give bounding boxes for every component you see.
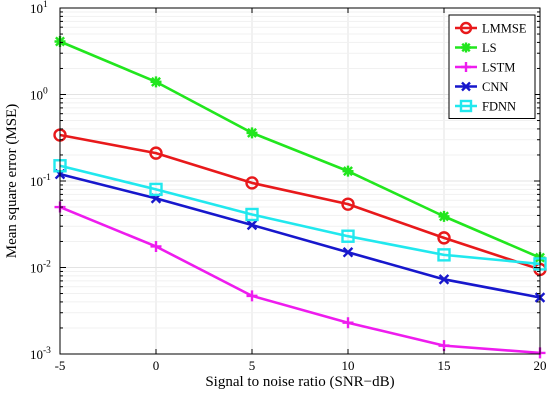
- x-tick-label: 20: [534, 358, 547, 373]
- legend-label-fdnn: FDNN: [482, 100, 516, 114]
- series-line-cnn: [59, 172, 541, 299]
- x-tick-label: 10: [342, 358, 355, 373]
- x-axis-title: Signal to noise ratio (SNR−dB): [205, 374, 394, 390]
- legend-item-cnn: CNN: [455, 80, 508, 94]
- fdnn-marker: [341, 229, 355, 243]
- lmmse-marker: [437, 231, 451, 245]
- legend-cnn-marker: [461, 81, 471, 92]
- legend-item-lstm: LSTM: [455, 61, 515, 75]
- legend-ls-marker: [461, 42, 471, 53]
- x-tick-label: 0: [153, 358, 160, 373]
- legend-fdnn-marker: [459, 99, 473, 113]
- y-tick-label: 10-3: [30, 346, 51, 362]
- legend-label-ls: LS: [482, 41, 497, 55]
- lmmse-marker: [341, 197, 355, 211]
- x-tick-label: 5: [249, 358, 256, 373]
- series-lstm: [54, 201, 546, 359]
- lmmse-marker: [245, 176, 259, 190]
- legend-lstm-marker: [461, 62, 471, 72]
- x-tick-label: -5: [55, 358, 66, 373]
- legend-lmmse-marker: [459, 21, 473, 35]
- y-tick-label: 100: [30, 87, 48, 103]
- cnn-marker: [342, 247, 354, 258]
- y-tick-label: 101: [30, 0, 48, 16]
- ls-marker: [342, 165, 354, 177]
- y-axis-title: Mean square error (MSE): [4, 104, 20, 259]
- axis-ticks: -5 0 5 10 15 20 10-3 10-2 10-1 100 101: [30, 0, 547, 373]
- series-line-lstm: [59, 205, 541, 355]
- y-tick-label: 10-2: [30, 260, 51, 276]
- ls-marker: [246, 127, 258, 139]
- fdnn-marker: [437, 248, 451, 262]
- legend-label-lstm: LSTM: [482, 61, 515, 75]
- legend-item-ls: LS: [455, 41, 497, 55]
- fdnn-marker: [149, 182, 163, 197]
- legend-item-fdnn: FDNN: [455, 100, 516, 114]
- cnn-marker: [438, 274, 450, 285]
- series-line-ls: [59, 40, 541, 259]
- cnn-marker: [246, 219, 258, 231]
- fdnn-marker: [245, 207, 259, 222]
- lstm-marker: [246, 290, 258, 302]
- legend-label-cnn: CNN: [482, 80, 508, 94]
- series-line-fdnn: [59, 164, 541, 266]
- y-tick-label: 10-1: [30, 173, 51, 189]
- series-line-lmmse: [59, 133, 541, 271]
- legend: LMMSE LS LSTM CNN FDNN: [448, 14, 536, 119]
- legend-item-lmmse: LMMSE: [455, 22, 527, 36]
- legend-label-lmmse: LMMSE: [482, 22, 527, 36]
- series-layer: [53, 35, 547, 359]
- ls-marker: [150, 76, 162, 88]
- lmmse-marker: [149, 146, 163, 160]
- lstm-marker: [342, 317, 354, 329]
- x-tick-label: 15: [438, 358, 451, 373]
- series-cnn: [54, 168, 546, 303]
- lstm-marker: [150, 240, 162, 252]
- ls-marker: [438, 210, 450, 222]
